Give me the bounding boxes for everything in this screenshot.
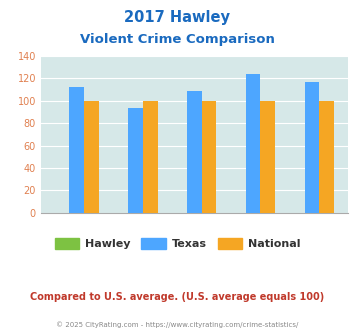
Legend: Hawley, Texas, National: Hawley, Texas, National	[50, 234, 305, 253]
Bar	[319, 101, 334, 213]
Bar	[305, 82, 319, 213]
Bar	[187, 91, 202, 213]
Text: © 2025 CityRating.com - https://www.cityrating.com/crime-statistics/: © 2025 CityRating.com - https://www.city…	[56, 322, 299, 328]
Text: 2017 Hawley: 2017 Hawley	[125, 10, 230, 25]
Bar	[70, 87, 84, 213]
Bar	[143, 101, 158, 213]
Text: Compared to U.S. average. (U.S. average equals 100): Compared to U.S. average. (U.S. average …	[31, 292, 324, 302]
Bar	[202, 101, 217, 213]
Bar	[84, 101, 99, 213]
Text: Violent Crime Comparison: Violent Crime Comparison	[80, 33, 275, 46]
Bar	[246, 74, 261, 213]
Bar	[128, 108, 143, 213]
Bar	[261, 101, 275, 213]
